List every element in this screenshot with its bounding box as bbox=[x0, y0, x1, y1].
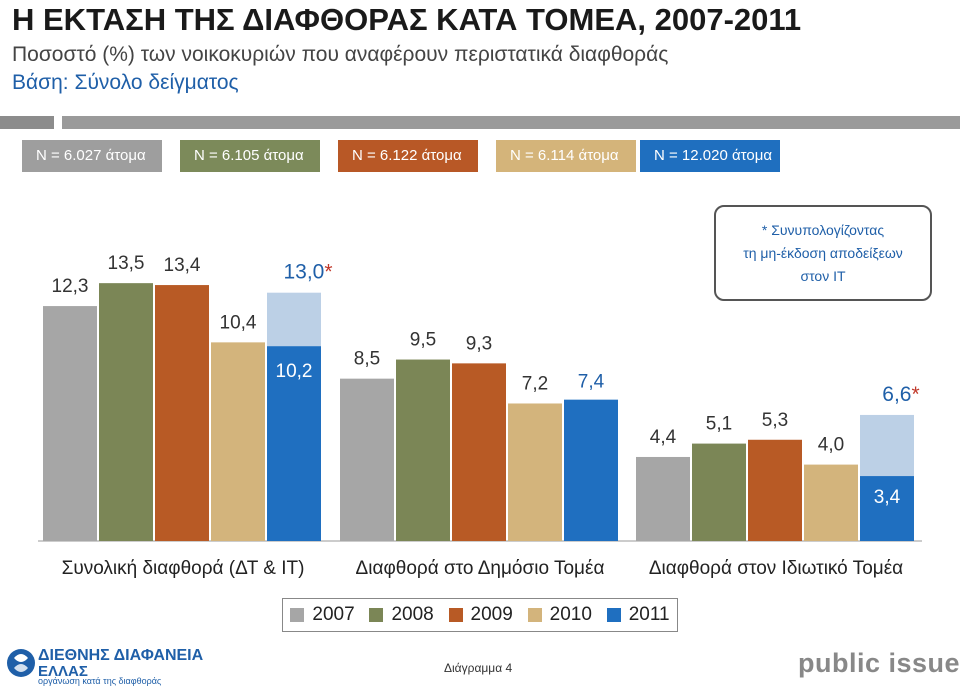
legend-swatch bbox=[527, 608, 542, 622]
legend-label: 2011 bbox=[628, 604, 670, 625]
bar bbox=[99, 283, 153, 541]
category-label: Διαφθορά στον Ιδιωτικό Τομέα bbox=[649, 558, 903, 579]
footnote-box: * Συνυπολογίζοντας τη μη-έκδοση αποδείξε… bbox=[714, 205, 932, 301]
legend-swatch bbox=[606, 608, 621, 622]
legend-item-2010: 2010 bbox=[527, 604, 592, 626]
data-label: 13,5 bbox=[108, 253, 145, 274]
legend-label: 2009 bbox=[470, 604, 513, 625]
legend-swatch bbox=[290, 608, 305, 622]
sample-size-2009: N = 6.122 άτομα bbox=[338, 140, 478, 172]
bar bbox=[692, 443, 746, 541]
legend-label: 2010 bbox=[549, 604, 592, 625]
org-tagline: οργάνωση κατά της διαφθοράς bbox=[38, 676, 162, 686]
bar bbox=[636, 456, 690, 541]
bar bbox=[155, 285, 209, 541]
data-label: 10,2 bbox=[276, 361, 313, 382]
bar bbox=[452, 363, 506, 541]
data-label: 8,5 bbox=[354, 349, 380, 370]
bar bbox=[340, 378, 394, 541]
org-name: ΔΙΕΘΝΗΣ ΔΙΑΦΑΝΕΙΑ bbox=[38, 647, 204, 664]
data-label: 10,4 bbox=[220, 312, 257, 333]
data-label: 7,4 bbox=[578, 372, 605, 393]
data-label: 7,2 bbox=[522, 373, 548, 394]
chart-legend: 2007 2008 2009 2010 2011 bbox=[282, 598, 678, 632]
category-label: Διαφθορά στο Δημόσιο Τομέα bbox=[356, 558, 605, 579]
legend-item-2011: 2011 bbox=[606, 604, 670, 626]
diagram-label: Διάγραμμα 4 bbox=[444, 661, 513, 675]
bar bbox=[564, 399, 618, 541]
sample-size-2008: N = 6.105 άτομα bbox=[180, 140, 320, 172]
legend-label: 2008 bbox=[391, 604, 434, 625]
bar bbox=[211, 342, 265, 541]
page-subtitle: Ποσοστό (%) των νοικοκυριών που αναφέρου… bbox=[12, 43, 669, 66]
data-label: 12,3 bbox=[52, 276, 89, 297]
data-label: 4,0 bbox=[818, 435, 844, 456]
footnote-line-2: τη μη-έκδοση αποδείξεων bbox=[743, 245, 903, 261]
bar bbox=[860, 476, 914, 541]
transparency-logo-icon bbox=[7, 649, 35, 677]
data-label: 13,4 bbox=[164, 255, 201, 276]
bar bbox=[748, 439, 802, 541]
bar-extension bbox=[860, 414, 914, 477]
sample-size-2011: N = 12.020 άτομα bbox=[640, 140, 780, 172]
org-country: ΕΛΛΑΣ bbox=[38, 663, 88, 680]
bar bbox=[396, 359, 450, 541]
header-band-left bbox=[0, 116, 54, 129]
legend-label: 2007 bbox=[312, 604, 355, 625]
header-band-right bbox=[62, 116, 960, 129]
legend-item-2008: 2008 bbox=[369, 604, 434, 626]
category-label: Συνολική διαφθορά (ΔΤ & ΙΤ) bbox=[62, 558, 305, 579]
sample-basis: Βάση: Σύνολο δείγματος bbox=[12, 71, 239, 94]
extended-data-label: 13,0* bbox=[283, 261, 332, 284]
data-label: 5,3 bbox=[762, 410, 788, 431]
bar bbox=[43, 306, 97, 541]
footnote-line-3: στον ΙΤ bbox=[800, 268, 846, 284]
data-label: 4,4 bbox=[650, 427, 677, 448]
bar bbox=[508, 403, 562, 541]
extended-data-label: 6,6* bbox=[882, 383, 919, 406]
data-label: 9,3 bbox=[466, 333, 492, 354]
sample-size-2007: N = 6.027 άτομα bbox=[22, 140, 162, 172]
legend-item-2007: 2007 bbox=[290, 604, 355, 626]
bar-chart: 12,3 13,5 13,4 10,4 10,2 13,0* Συνολική διαφθο… bbox=[38, 253, 922, 579]
brand-logo: public issue bbox=[798, 648, 960, 678]
data-label: 9,5 bbox=[410, 330, 436, 351]
legend-item-2009: 2009 bbox=[448, 604, 513, 626]
bar bbox=[804, 464, 858, 541]
data-label: 3,4 bbox=[874, 487, 901, 508]
footnote-line-1: * Συνυπολογίζοντας bbox=[761, 222, 885, 238]
legend-swatch bbox=[448, 608, 463, 622]
bar-extension bbox=[267, 292, 321, 347]
bar bbox=[267, 346, 321, 541]
sample-size-2010: N = 6.114 άτομα bbox=[496, 140, 636, 172]
data-label: 5,1 bbox=[706, 414, 732, 435]
legend-swatch bbox=[369, 608, 384, 622]
page-title: Η ΕΚΤΑΣΗ ΤΗΣ ΔΙΑΦΘΟΡΑΣ ΚΑΤΑ ΤΟΜΕΑ, 2007-… bbox=[12, 2, 802, 37]
